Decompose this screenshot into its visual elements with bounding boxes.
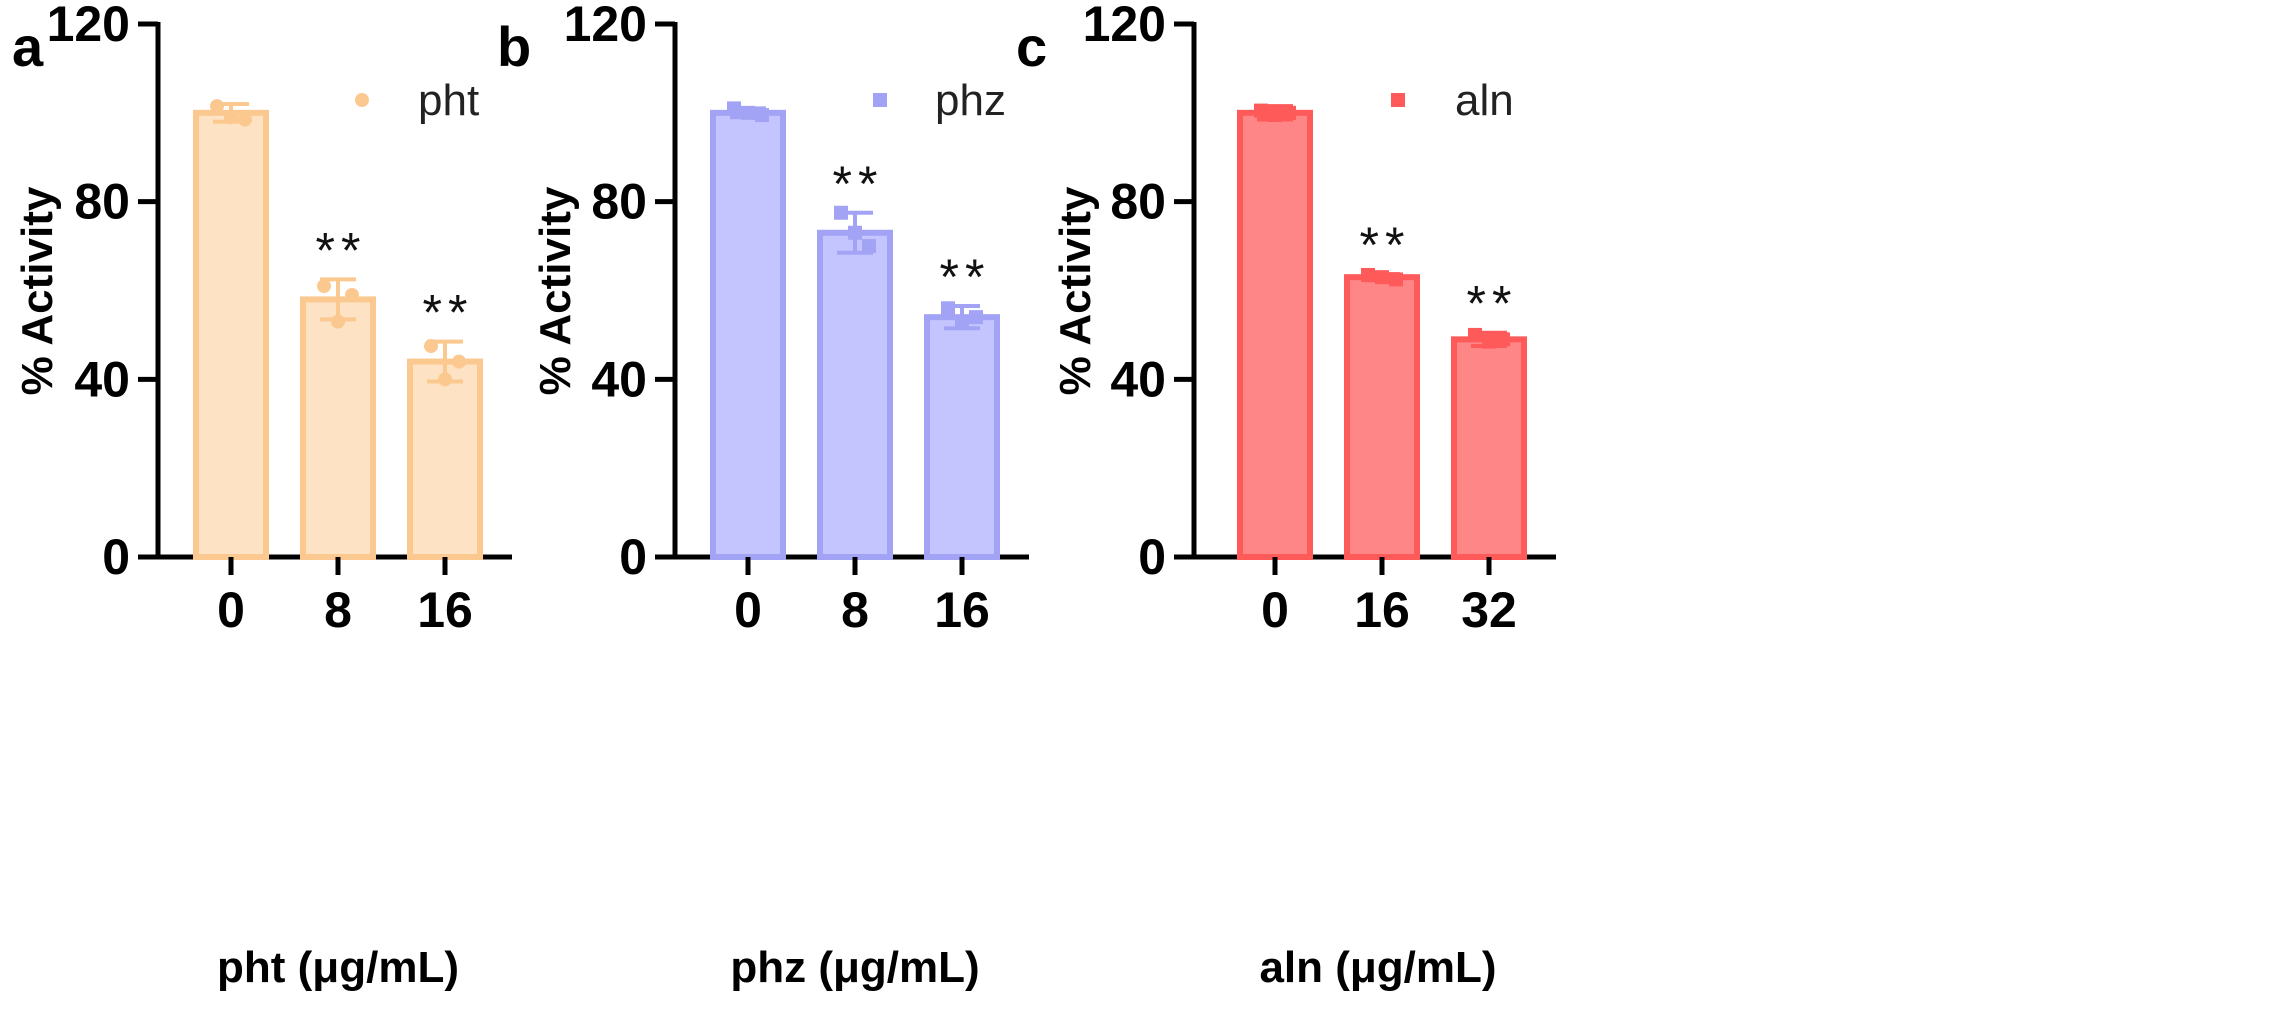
data-point xyxy=(1389,272,1403,287)
significance-label: ** xyxy=(316,222,367,278)
y-axis-label: % Activity xyxy=(13,186,62,395)
panel-letter: a xyxy=(12,15,44,78)
y-tick-label: 40 xyxy=(74,351,130,407)
y-tick-label: 40 xyxy=(591,351,647,407)
data-point xyxy=(862,239,876,254)
y-axis-label: % Activity xyxy=(1051,186,1100,395)
data-point xyxy=(755,108,769,123)
data-point xyxy=(1496,332,1510,347)
panel-letter: b xyxy=(497,15,531,78)
legend-marker xyxy=(873,93,887,107)
plot-area: 0 40 80 120 0 8 ** 16 ** xyxy=(47,0,512,638)
data-point xyxy=(1468,327,1482,342)
data-point xyxy=(1361,267,1375,282)
legend-label: aln xyxy=(1455,76,1514,125)
y-tick-label: 80 xyxy=(74,174,130,230)
legend-marker xyxy=(1391,93,1405,107)
data-point xyxy=(955,314,969,329)
significance-label: ** xyxy=(1467,276,1518,332)
x-axis-label: pht (μg/mL) xyxy=(217,943,459,992)
data-point xyxy=(452,354,466,369)
x-tick-label: 16 xyxy=(934,582,990,638)
data-point xyxy=(1268,108,1282,123)
bar xyxy=(924,314,1000,560)
bar xyxy=(1344,274,1420,560)
bar xyxy=(300,296,376,560)
significance-label: ** xyxy=(833,156,884,212)
legend-marker xyxy=(355,93,369,107)
data-point xyxy=(438,372,452,387)
y-tick-label: 40 xyxy=(1110,351,1166,407)
y-tick-label: 0 xyxy=(1138,529,1166,585)
significance-label: ** xyxy=(423,285,474,341)
data-point xyxy=(727,101,741,116)
data-point xyxy=(331,314,345,329)
data-point xyxy=(345,287,359,302)
panel-b: b % Activity phz (μg/mL) phz 0 40 80 120 0 8 *… xyxy=(497,0,1029,992)
data-point xyxy=(224,110,238,125)
data-point xyxy=(317,279,331,294)
y-tick-label: 120 xyxy=(1083,0,1166,52)
y-axis-label: % Activity xyxy=(531,186,580,395)
y-tick-label: 120 xyxy=(564,0,647,52)
y-tick-label: 80 xyxy=(591,174,647,230)
y-tick-label: 120 xyxy=(47,0,130,52)
x-tick-label: 16 xyxy=(417,582,473,638)
x-tick-label: 8 xyxy=(841,582,869,638)
data-point xyxy=(1482,334,1496,349)
x-tick-label: 8 xyxy=(324,582,352,638)
bar xyxy=(710,109,786,560)
plot-area: 0 40 80 120 0 8 ** 16 ** xyxy=(564,0,1029,638)
plot-area: 0 40 80 120 0 16 ** 32 ** xyxy=(1083,0,1556,638)
x-tick-label: 0 xyxy=(734,582,762,638)
data-point xyxy=(941,301,955,316)
panel-letter: c xyxy=(1016,15,1047,78)
bar xyxy=(817,229,893,560)
bar xyxy=(407,358,483,561)
y-tick-label: 80 xyxy=(1110,174,1166,230)
x-tick-label: 16 xyxy=(1354,582,1410,638)
y-tick-label: 0 xyxy=(619,529,647,585)
data-point xyxy=(834,205,848,220)
data-point xyxy=(1375,270,1389,285)
x-tick-label: 32 xyxy=(1461,582,1517,638)
data-point xyxy=(424,339,438,354)
y-tick-label: 0 xyxy=(102,529,130,585)
data-point xyxy=(210,99,224,114)
x-tick-label: 0 xyxy=(217,582,245,638)
x-axis-label: aln (μg/mL) xyxy=(1259,943,1496,992)
legend-label: pht xyxy=(418,76,479,125)
bar xyxy=(193,109,269,560)
data-point xyxy=(741,105,755,120)
legend-label: phz xyxy=(935,76,1006,125)
bar xyxy=(1451,336,1527,560)
data-point xyxy=(1282,105,1296,120)
data-point xyxy=(238,112,252,127)
data-point xyxy=(1254,103,1268,118)
panel-a: a % Activity pht (μg/mL) pht 0 40 80 120 0 8 *… xyxy=(12,0,512,992)
x-axis-label: phz (μg/mL) xyxy=(730,943,979,992)
data-point xyxy=(848,225,862,240)
bar xyxy=(1237,109,1313,560)
significance-label: ** xyxy=(1360,217,1411,273)
data-point xyxy=(969,310,983,325)
x-tick-label: 0 xyxy=(1261,582,1289,638)
significance-label: ** xyxy=(940,249,991,305)
panel-c: c % Activity aln (μg/mL) aln 0 40 80 120 0 16… xyxy=(1016,0,1556,992)
